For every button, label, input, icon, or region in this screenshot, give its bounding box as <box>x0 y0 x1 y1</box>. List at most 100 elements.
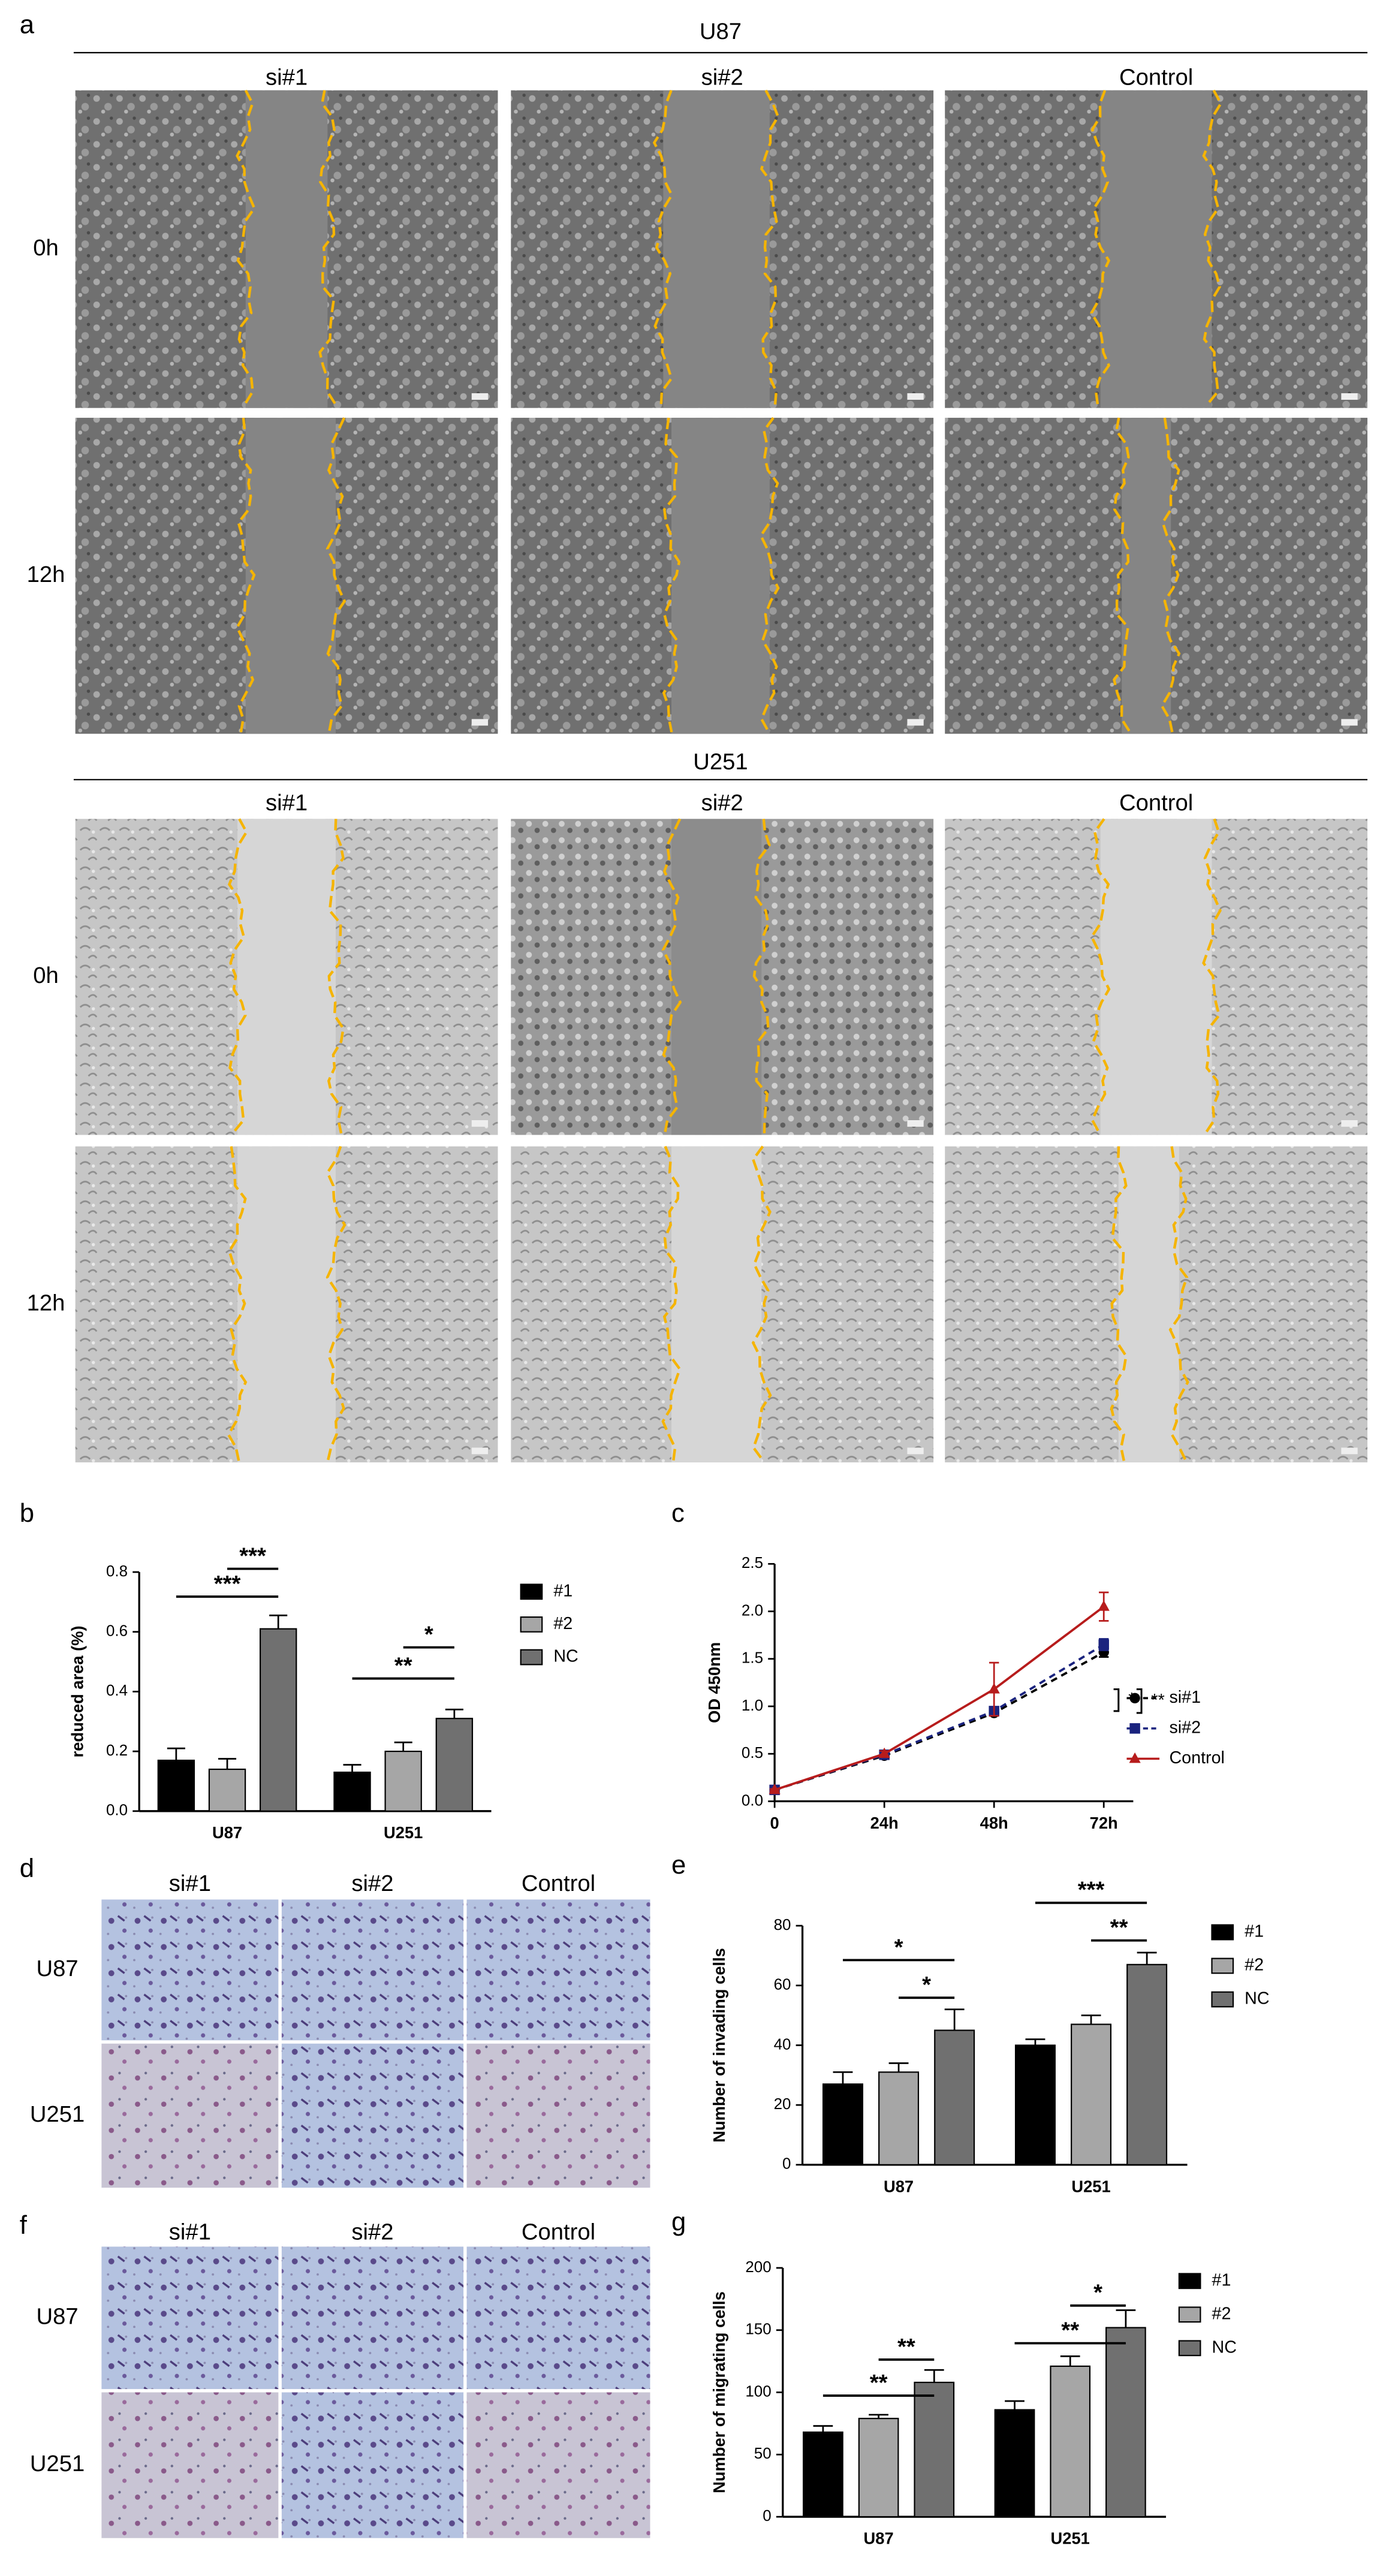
wound-gap <box>671 418 770 734</box>
legend-swatch <box>520 1583 543 1600</box>
legend-swatch <box>520 1616 543 1633</box>
legend-label: #1 <box>553 1581 573 1600</box>
wound-edge <box>759 417 780 733</box>
y-tick-label: 0.5 <box>742 1745 763 1761</box>
wound-edge <box>1202 89 1223 406</box>
wound-gap <box>671 1146 762 1462</box>
error-bar <box>1116 2309 1136 2328</box>
significance-bracket <box>1136 1688 1143 1714</box>
error-bar <box>445 1708 463 1719</box>
bar <box>1050 2365 1091 2518</box>
scale-bar <box>1341 393 1358 400</box>
micrograph <box>281 2043 464 2188</box>
wound-gap <box>237 819 336 1135</box>
micrograph <box>466 1899 650 2041</box>
column-header: si#1 <box>169 1871 211 1896</box>
legend-swatch <box>1211 1924 1234 1941</box>
wound-edge <box>327 819 345 1134</box>
y-tick-label: 0.6 <box>106 1623 128 1640</box>
row-label: 12h <box>27 1290 65 1316</box>
wound-edge <box>326 1145 347 1461</box>
error-bar <box>1025 2038 1045 2046</box>
legend-label: #2 <box>1245 1956 1264 1975</box>
legend-label: si#1 <box>1169 1688 1201 1707</box>
bar <box>858 2418 899 2518</box>
significance-label: *** <box>239 1543 266 1568</box>
marker <box>878 1747 890 1758</box>
y-tick-label: 0.8 <box>106 1563 128 1580</box>
column-header: si#2 <box>701 65 743 91</box>
panel-label: d <box>20 1854 34 1883</box>
row-label: U251 <box>30 2451 85 2477</box>
wound-edge <box>751 1145 772 1462</box>
error-bar <box>1137 1951 1157 1965</box>
marker <box>1129 1693 1140 1704</box>
y-axis-label: Number of invading cells <box>710 1948 728 2143</box>
error-bar <box>1060 2355 1080 2366</box>
micrograph <box>281 1899 464 2041</box>
legend-label: #2 <box>1212 2304 1231 2323</box>
bar <box>333 1771 371 1812</box>
wound-edge <box>1110 1146 1128 1461</box>
bar <box>208 1768 246 1812</box>
scale-bar <box>1341 719 1358 726</box>
significance-label: * <box>424 1622 433 1648</box>
row-label: 0h <box>33 963 59 988</box>
row-label: U87 <box>37 1956 79 1981</box>
x-tick-label: U87 <box>884 2177 914 2195</box>
bar <box>1126 1963 1168 2165</box>
x-tick-label: 24h <box>870 1814 899 1832</box>
wound-edge <box>1113 417 1131 733</box>
legend-label: si#2 <box>1169 1718 1201 1737</box>
error-bar <box>394 1741 412 1752</box>
wound-edge <box>1160 417 1181 733</box>
wound-edge <box>1168 1146 1189 1462</box>
error-bar <box>944 2008 965 2031</box>
y-tick-label: 150 <box>745 2321 771 2338</box>
marker <box>1098 1639 1109 1650</box>
error-bar <box>167 1747 185 1761</box>
panel-label: b <box>20 1498 34 1528</box>
column-header: si#2 <box>701 790 743 816</box>
scale-bar <box>1341 1447 1358 1455</box>
bar <box>384 1750 422 1812</box>
series-line <box>774 1643 1105 1791</box>
legend-label: #2 <box>553 1614 573 1633</box>
wound-gap <box>671 819 762 1135</box>
significance-bracket <box>1113 1688 1120 1712</box>
bar <box>157 1759 195 1812</box>
micrograph <box>101 1899 279 2041</box>
wound-edge <box>1090 89 1111 405</box>
scale-bar <box>471 393 489 400</box>
significance-label: ** <box>394 1652 412 1678</box>
y-tick-label: 0 <box>763 2508 771 2524</box>
significance-label: ** <box>870 2370 888 2396</box>
wound-edge <box>652 89 674 405</box>
group-title: U87 <box>700 19 742 44</box>
column-header: si#1 <box>266 65 308 91</box>
wound-gap <box>663 90 770 408</box>
scale-bar <box>471 1447 489 1455</box>
panel-label: a <box>20 10 35 40</box>
wound-gap <box>245 418 336 734</box>
micrograph <box>466 2392 650 2538</box>
legend-swatch <box>1178 2340 1201 2357</box>
legend-swatch <box>520 1649 543 1666</box>
significance-label: ** <box>1110 1915 1128 1941</box>
bar <box>878 2071 920 2165</box>
significance-label: * <box>922 1972 931 1998</box>
y-axis-label: Number of migrating cells <box>710 2291 728 2493</box>
y-tick-label: 0.0 <box>742 1792 763 1809</box>
marker <box>1098 1600 1110 1611</box>
micrograph <box>281 2246 464 2390</box>
y-axis-label: OD 450nm <box>705 1642 724 1723</box>
legend-label: NC <box>1212 2337 1237 2357</box>
y-tick-label: 2.5 <box>742 1555 763 1571</box>
y-tick-label: 2.0 <box>742 1602 763 1619</box>
bar <box>1014 2044 1056 2165</box>
scale-bar <box>1341 1120 1358 1127</box>
column-header: Control <box>1119 790 1193 816</box>
y-tick-label: 100 <box>745 2383 771 2400</box>
scale-bar <box>471 1120 489 1127</box>
